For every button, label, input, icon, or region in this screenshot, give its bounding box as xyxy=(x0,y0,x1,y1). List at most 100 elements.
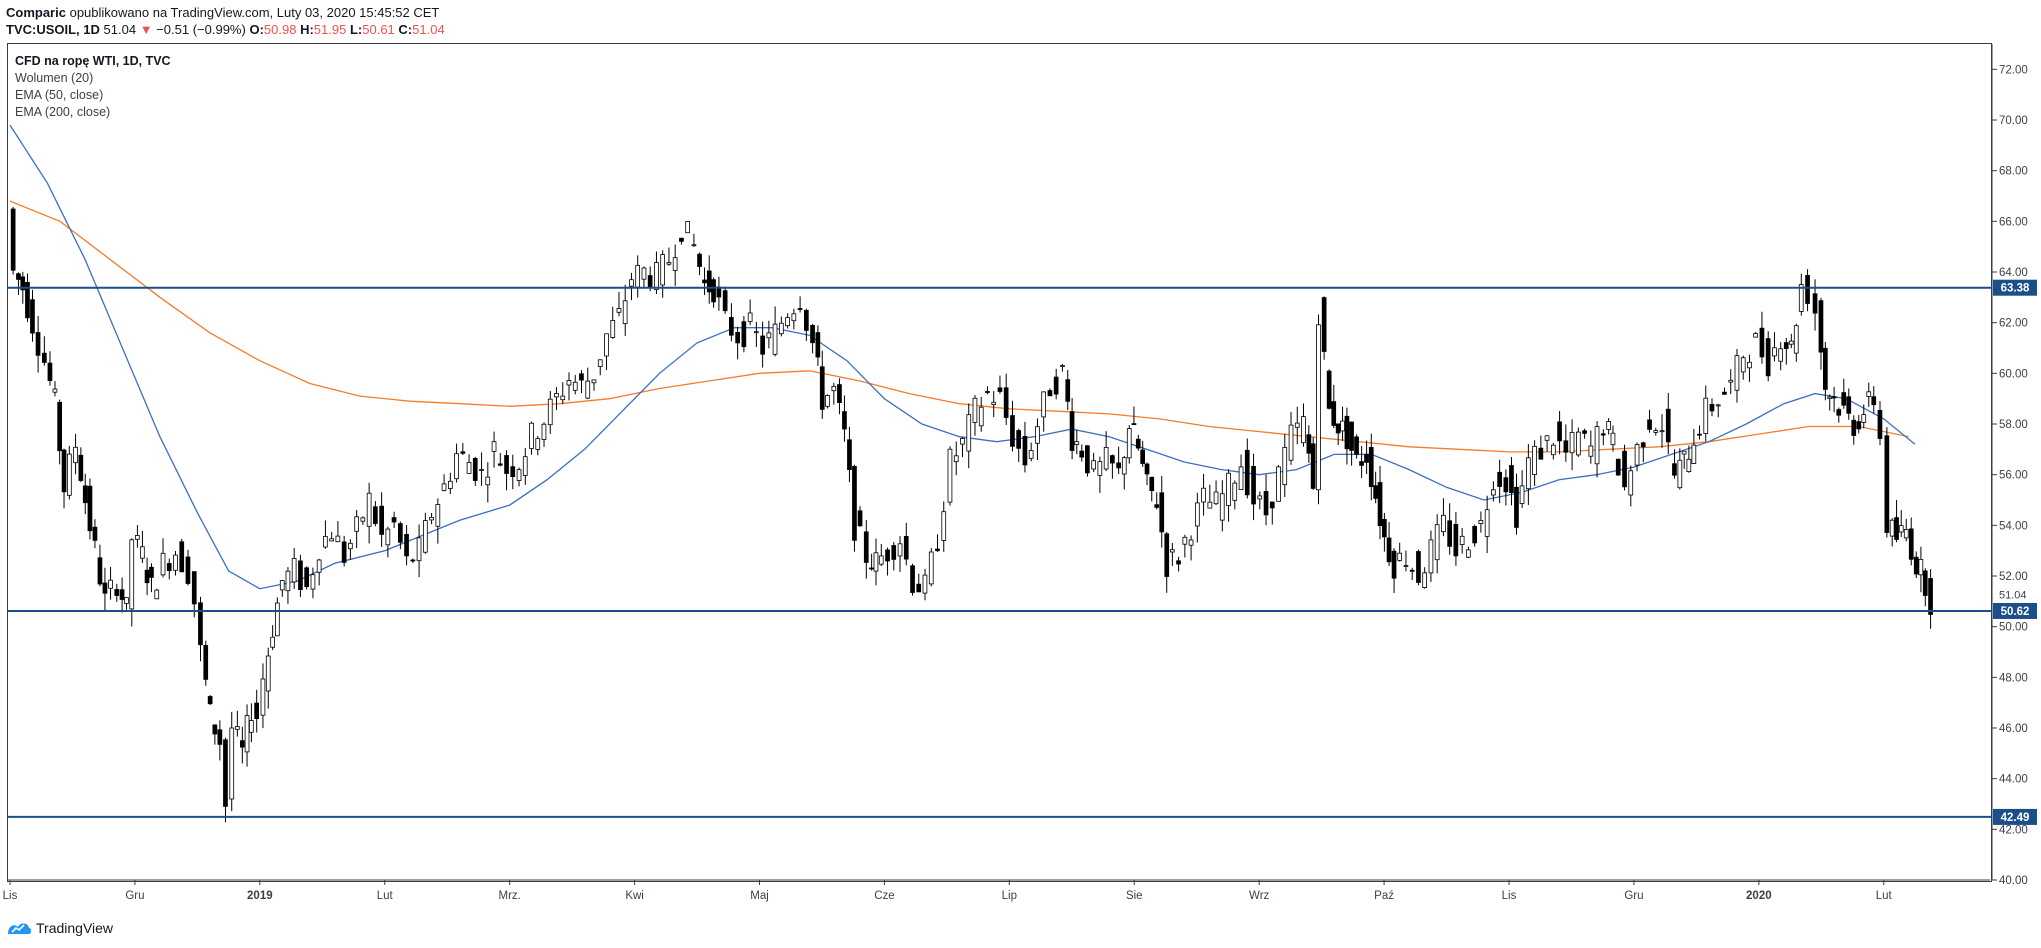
candle-up xyxy=(1188,539,1194,546)
candle-up xyxy=(1041,391,1046,418)
candle-down xyxy=(10,208,16,271)
candle-up xyxy=(747,312,753,322)
publication-line: Comparic opublikowano na TradingView.com… xyxy=(6,4,445,21)
candle-up xyxy=(666,262,672,265)
low-value: 50.61 xyxy=(362,22,395,37)
candle-up xyxy=(791,313,797,322)
x-tick-label: Cze xyxy=(874,890,894,902)
legend-volume[interactable]: Wolumen (20) xyxy=(15,71,94,85)
candle-up xyxy=(1576,431,1581,456)
candle-down xyxy=(97,557,103,585)
x-tick-label: Maj xyxy=(750,890,769,902)
candle-up xyxy=(535,438,541,450)
candle-down xyxy=(1600,433,1606,436)
candle-up xyxy=(310,574,316,590)
candle-up xyxy=(772,323,778,355)
candle-up xyxy=(591,379,597,384)
candle-up xyxy=(1074,441,1080,446)
candle-down xyxy=(1503,477,1509,493)
candle-down xyxy=(166,563,172,571)
candle-down xyxy=(1135,438,1141,449)
candle-up xyxy=(385,528,391,546)
y-tick-label: 72.00 xyxy=(1999,64,2028,76)
candle-down xyxy=(1765,338,1771,377)
candle-up xyxy=(685,220,691,234)
candle-down xyxy=(114,589,120,596)
candle-up xyxy=(329,538,335,542)
candle-up xyxy=(1232,482,1238,501)
candle-down xyxy=(1144,463,1150,475)
candle-up xyxy=(1903,529,1909,539)
candle-down xyxy=(1908,528,1914,560)
candle-up xyxy=(966,414,972,452)
candle-down xyxy=(1349,421,1354,451)
candle-down xyxy=(298,560,303,591)
candle-down xyxy=(1331,401,1337,426)
candle-up xyxy=(873,552,879,572)
y-tick-label: 44.00 xyxy=(1999,774,2028,786)
y-tick-label: 70.00 xyxy=(1999,115,2028,127)
y-tick-label: 54.00 xyxy=(1999,520,2028,532)
candle-up xyxy=(554,392,559,398)
candle-up xyxy=(566,380,572,386)
candle-up xyxy=(354,516,360,532)
level-badge-label: 50.62 xyxy=(2001,606,2030,618)
candle-up xyxy=(347,542,353,550)
candle-down xyxy=(935,548,940,552)
candle-down xyxy=(729,316,734,336)
candle-up xyxy=(429,517,434,521)
candle-up xyxy=(1594,426,1600,465)
legend-ema50[interactable]: EMA (50, close) xyxy=(15,88,104,102)
candle-up xyxy=(1126,428,1132,459)
candle-up xyxy=(1422,572,1427,588)
candle-up xyxy=(991,401,997,405)
candle-down xyxy=(1010,415,1015,447)
candle-down xyxy=(735,331,741,344)
candle-up xyxy=(1753,333,1758,338)
candle-up xyxy=(1288,424,1294,461)
candle-up xyxy=(248,720,254,733)
author-name[interactable]: Comparic xyxy=(6,5,66,20)
candle-down xyxy=(1563,440,1569,453)
candle-up xyxy=(265,655,271,692)
candle-up xyxy=(547,398,553,426)
candle-up xyxy=(1294,422,1300,428)
level-badge xyxy=(1993,279,2037,296)
candle-down xyxy=(804,309,809,331)
candle-up xyxy=(1866,391,1872,397)
candle-down xyxy=(1321,297,1327,352)
candle-up xyxy=(1484,509,1490,537)
candle-up xyxy=(660,254,666,286)
candle-down xyxy=(1823,347,1828,390)
candle-down xyxy=(1368,446,1374,487)
candle-down xyxy=(1176,560,1181,565)
candle-down xyxy=(217,729,223,745)
candle-up xyxy=(1519,485,1525,504)
legend-title[interactable]: CFD na ropę WTI, 1D, TVC xyxy=(15,54,171,68)
candle-up xyxy=(1459,535,1465,545)
candle-up xyxy=(1340,420,1345,432)
candle-down xyxy=(810,324,815,344)
candle-down xyxy=(1409,569,1415,572)
candle-down xyxy=(903,536,909,560)
candle-up xyxy=(1653,430,1659,433)
candle-down xyxy=(1665,408,1671,443)
candle-down xyxy=(1722,391,1727,395)
tradingview-logo-icon xyxy=(8,923,32,934)
candle-up xyxy=(1170,549,1175,553)
candle-down xyxy=(1582,430,1587,434)
x-tick-label: Lis xyxy=(1502,890,1517,902)
candle-down xyxy=(341,541,347,563)
candle-up xyxy=(316,559,322,573)
candle-down xyxy=(504,455,509,474)
candle-up xyxy=(572,381,578,391)
candle-up xyxy=(1276,466,1281,502)
candle-up xyxy=(1282,447,1288,486)
tradingview-footer[interactable]: TradingView xyxy=(6,920,113,936)
candle-down xyxy=(25,281,30,319)
legend-ema200[interactable]: EMA (200, close) xyxy=(15,105,111,119)
candle-up xyxy=(1772,347,1777,357)
candle-down xyxy=(497,463,503,466)
candle-down xyxy=(1269,501,1275,509)
